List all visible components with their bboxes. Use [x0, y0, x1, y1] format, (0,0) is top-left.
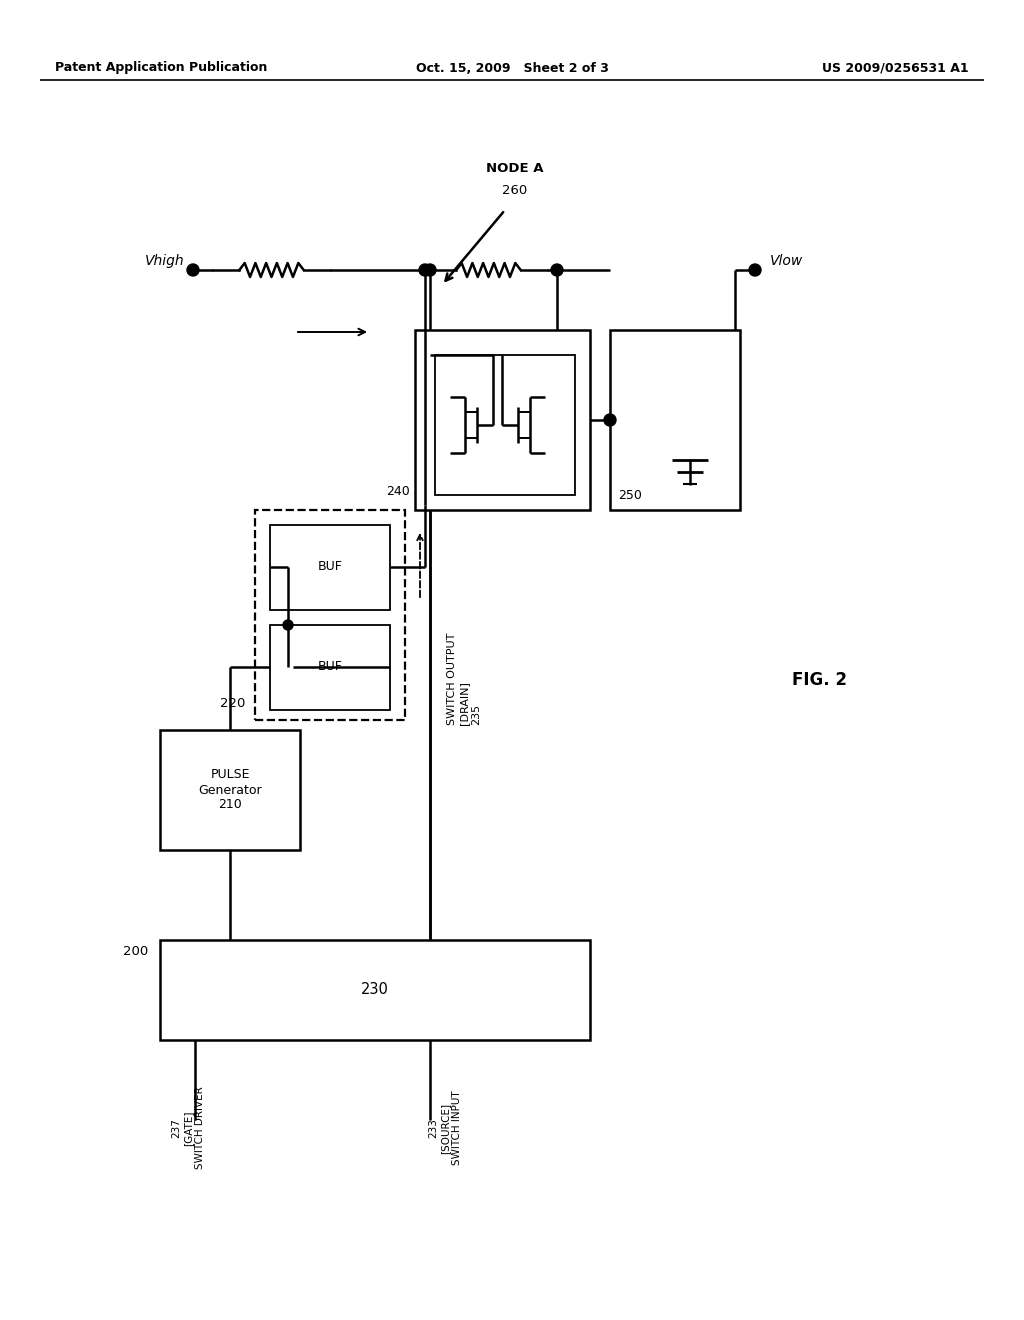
Bar [160, 940, 590, 1040]
Bar [255, 510, 406, 719]
Text: US 2009/0256531 A1: US 2009/0256531 A1 [822, 62, 969, 74]
Text: [SOURCE]: [SOURCE] [440, 1102, 450, 1154]
Text: 233: 233 [428, 1118, 438, 1138]
Text: NODE A: NODE A [486, 162, 544, 176]
Text: 240: 240 [386, 484, 410, 498]
Text: FIG. 2: FIG. 2 [793, 671, 848, 689]
Text: SWITCH INPUT: SWITCH INPUT [452, 1090, 462, 1166]
Circle shape [749, 264, 761, 276]
Text: 235: 235 [471, 704, 481, 725]
Text: BUF: BUF [317, 660, 342, 673]
Circle shape [551, 264, 563, 276]
Bar [415, 330, 590, 510]
Text: 250: 250 [618, 488, 642, 502]
Text: BUF: BUF [317, 561, 342, 573]
Text: SWITCH OUTPUT: SWITCH OUTPUT [447, 632, 457, 725]
Bar [270, 525, 390, 610]
Circle shape [604, 414, 616, 426]
Text: 237: 237 [171, 1118, 181, 1138]
Text: Oct. 15, 2009   Sheet 2 of 3: Oct. 15, 2009 Sheet 2 of 3 [416, 62, 608, 74]
Text: SWITCH DRIVER: SWITCH DRIVER [195, 1086, 205, 1170]
Text: 260: 260 [503, 183, 527, 197]
Text: Vlow: Vlow [770, 253, 803, 268]
Bar [435, 355, 575, 495]
Text: PULSE
Generator
210: PULSE Generator 210 [199, 768, 262, 812]
Text: [GATE]: [GATE] [183, 1110, 193, 1146]
Circle shape [419, 264, 431, 276]
Text: [DRAIN]: [DRAIN] [459, 681, 469, 725]
Text: Patent Application Publication: Patent Application Publication [55, 62, 267, 74]
Circle shape [187, 264, 199, 276]
Bar [610, 330, 740, 510]
Text: 220: 220 [219, 697, 245, 710]
Circle shape [424, 264, 436, 276]
Circle shape [283, 620, 293, 630]
Bar [270, 624, 390, 710]
Text: Vhigh: Vhigh [145, 253, 185, 268]
Text: 230: 230 [361, 982, 389, 998]
Text: 200: 200 [123, 945, 148, 958]
Bar [160, 730, 300, 850]
